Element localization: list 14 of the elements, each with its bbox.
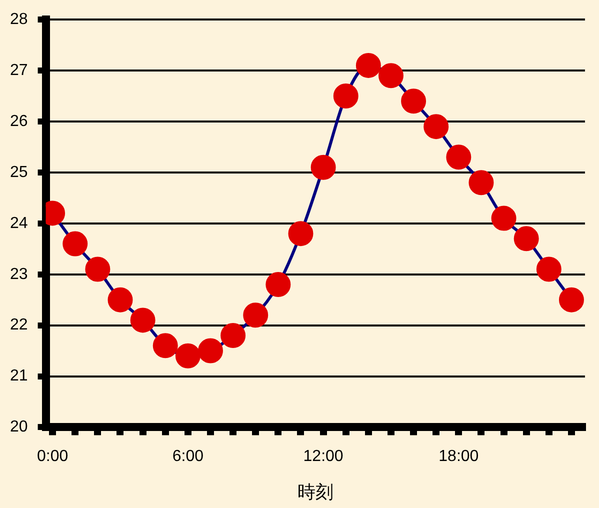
y-tick-label: 21: [10, 368, 28, 385]
y-tick-label: 22: [10, 316, 28, 334]
x-tick-label: 6:00: [172, 448, 204, 466]
y-tick-label: 25: [10, 164, 28, 181]
x-tick-label: 12:00: [303, 448, 344, 466]
x-tick-label: 18:00: [438, 448, 479, 466]
y-tick-label: 27: [10, 62, 28, 79]
y-tick-label: 20: [10, 418, 28, 436]
x-axis-title: 時刻: [297, 482, 334, 503]
y-tick-label: 23: [10, 266, 28, 283]
y-tick-label: 26: [10, 112, 28, 130]
y-tick-label: 28: [10, 11, 28, 28]
x-tick-label: 0:00: [36, 448, 68, 466]
y-tick-label: 24: [10, 214, 28, 232]
